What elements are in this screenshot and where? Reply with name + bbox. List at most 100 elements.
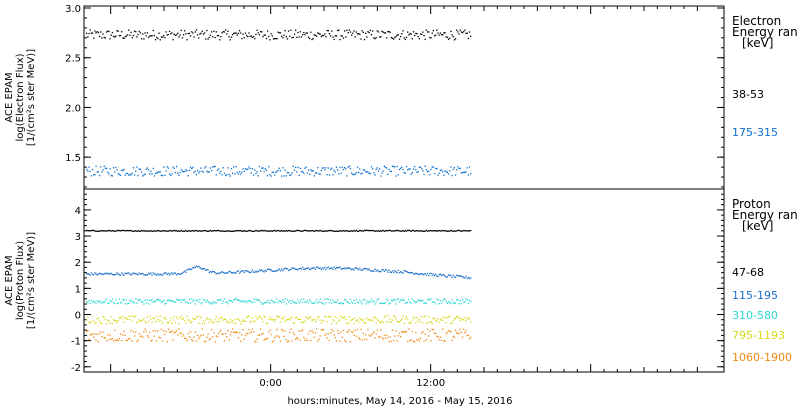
electron-point: [145, 35, 147, 37]
proton-point: [409, 301, 411, 303]
electron-point: [101, 37, 103, 39]
proton-point: [126, 229, 129, 232]
proton-point: [193, 336, 195, 338]
proton-point: [258, 334, 261, 336]
electron-point: [340, 172, 342, 174]
proton-point: [296, 337, 298, 339]
electron-point: [118, 35, 121, 37]
proton-point: [110, 338, 112, 340]
proton-point: [236, 229, 238, 232]
proton-point: [150, 318, 152, 320]
proton-point: [294, 268, 297, 271]
proton-point: [286, 341, 289, 343]
proton-point: [418, 300, 421, 302]
proton-point: [87, 316, 89, 318]
proton-point: [263, 271, 265, 273]
proton-point: [360, 301, 362, 303]
electron-point: [167, 167, 170, 169]
proton-point: [125, 230, 128, 232]
proton-point: [122, 315, 124, 318]
proton-point: [470, 301, 472, 303]
proton-point: [401, 271, 403, 274]
electron-plot-frame: [83, 5, 725, 190]
proton-point: [303, 321, 305, 324]
proton-point: [128, 272, 130, 274]
proton-point: [213, 270, 215, 273]
proton-point: [186, 302, 188, 304]
proton-point: [212, 230, 214, 232]
proton-point: [411, 319, 414, 321]
proton-point: [383, 334, 385, 336]
proton-point: [96, 230, 98, 232]
proton-point: [356, 267, 359, 270]
electron-point: [226, 33, 228, 35]
proton-point: [229, 230, 231, 233]
proton-point: [152, 230, 154, 232]
electron-point: [319, 173, 321, 175]
proton-point: [110, 272, 112, 274]
proton-point: [362, 332, 364, 335]
proton-point: [266, 299, 269, 302]
electron-point: [453, 167, 456, 169]
proton-point: [449, 330, 451, 333]
proton-point: [145, 330, 147, 332]
proton-point: [430, 320, 432, 323]
proton-point: [443, 230, 445, 232]
proton-point: [100, 331, 102, 333]
proton-point: [153, 300, 156, 303]
electron-point: [464, 29, 466, 31]
electron-point: [384, 166, 387, 168]
proton-point: [408, 328, 410, 330]
proton-point: [233, 322, 235, 324]
electron-point: [86, 32, 88, 34]
proton-point: [217, 299, 220, 301]
proton-point: [387, 299, 389, 302]
proton-point: [342, 229, 345, 232]
electron-point: [353, 30, 355, 32]
proton-point: [203, 322, 206, 325]
proton-point: [94, 230, 96, 232]
proton-point: [195, 340, 198, 342]
proton-point: [410, 272, 412, 274]
proton-point: [111, 322, 114, 325]
proton-point: [292, 301, 294, 303]
proton-point: [426, 230, 429, 232]
electron-point: [250, 172, 252, 174]
proton-point: [394, 230, 396, 232]
proton-point: [179, 273, 181, 275]
electron-point: [421, 33, 423, 36]
proton-point: [159, 299, 161, 301]
electron-point: [151, 35, 153, 37]
proton-point: [223, 298, 226, 300]
proton-point: [303, 298, 305, 300]
electron-point: [202, 171, 205, 173]
proton-point: [377, 230, 380, 232]
proton-point: [283, 268, 285, 270]
proton-point: [337, 299, 339, 301]
proton-point: [389, 318, 391, 320]
electron-point: [212, 36, 214, 38]
proton-point: [228, 229, 230, 232]
proton-point: [251, 328, 254, 330]
electron-point: [131, 172, 133, 174]
proton-point: [298, 318, 300, 321]
proton-point: [437, 336, 439, 338]
proton-point: [241, 334, 243, 336]
proton-point: [454, 302, 457, 304]
proton-point: [340, 230, 342, 232]
proton-point: [280, 317, 283, 320]
proton-point: [217, 318, 220, 320]
proton-point: [109, 299, 111, 302]
proton-point: [435, 303, 437, 305]
proton-point: [418, 273, 421, 275]
proton-point: [133, 302, 136, 304]
proton-point: [207, 230, 209, 233]
proton-point: [261, 269, 263, 271]
electron-point: [159, 39, 161, 41]
proton-point: [374, 230, 376, 232]
proton-point: [248, 315, 250, 317]
proton-point: [290, 303, 292, 305]
x-axis: 0:00 12:00: [110, 6, 698, 389]
electron-point: [346, 29, 348, 32]
proton-point: [337, 267, 339, 269]
